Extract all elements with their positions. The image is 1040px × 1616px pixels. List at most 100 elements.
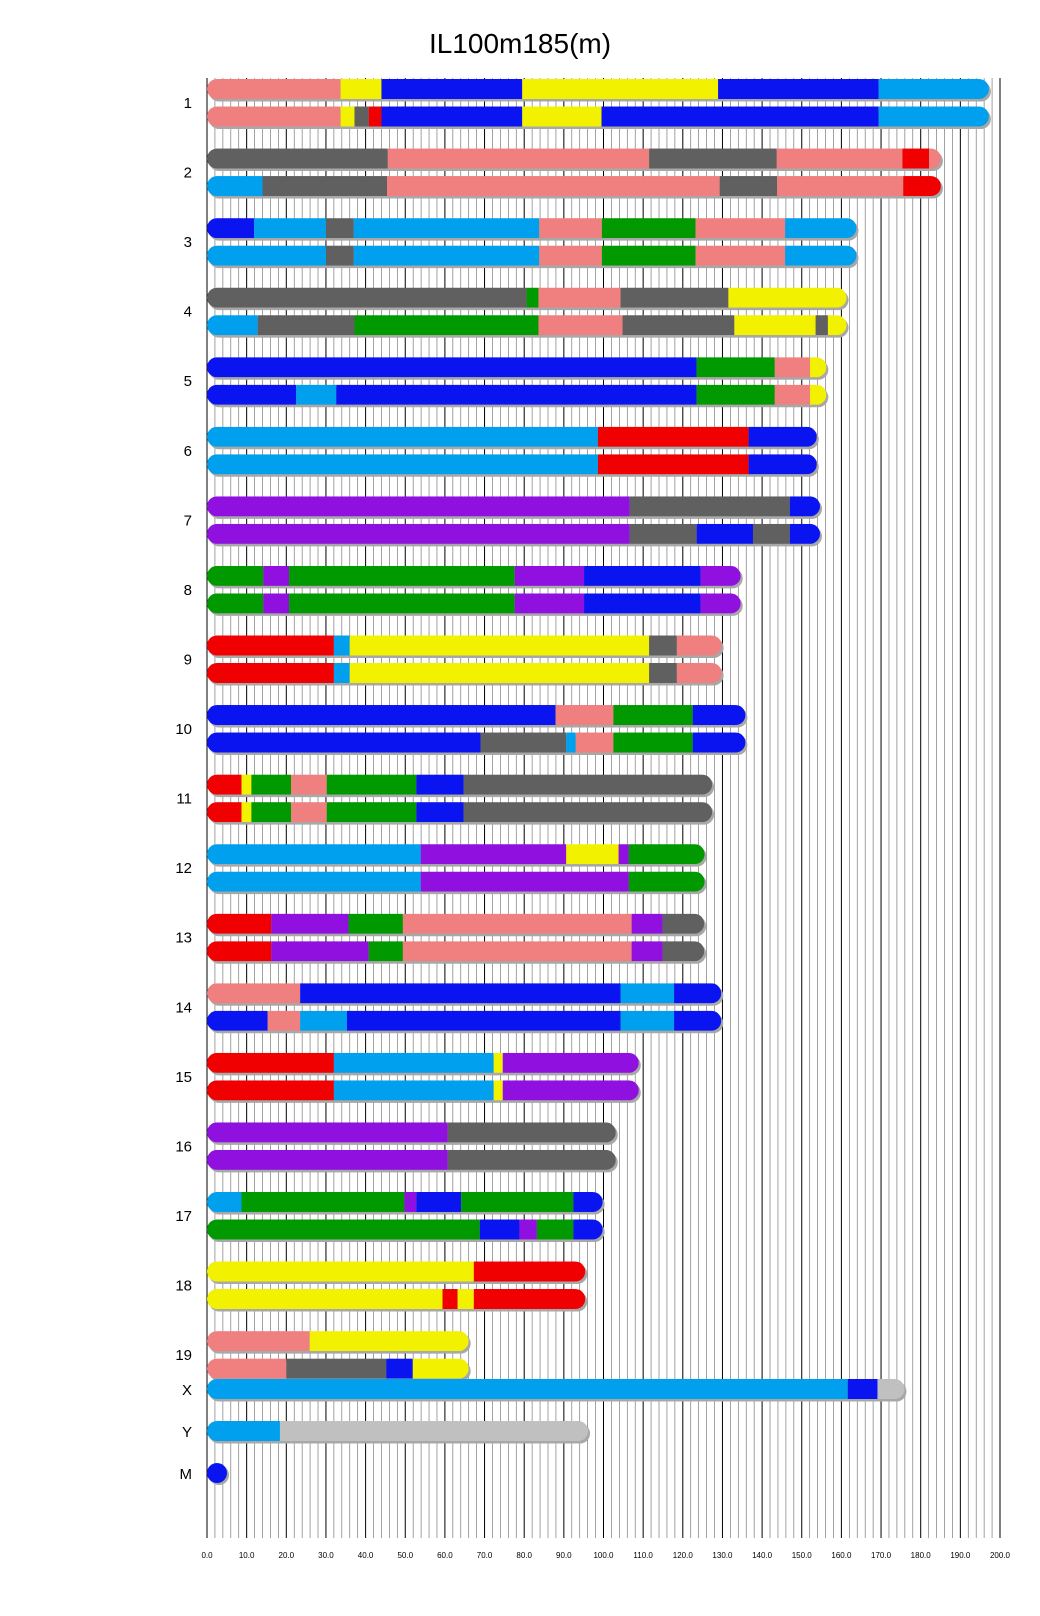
bar-segments	[207, 426, 817, 447]
chromosome-bar	[207, 496, 822, 519]
bar-segment	[291, 802, 327, 823]
chromosome-bar	[207, 1421, 591, 1444]
bar-segments	[207, 1379, 905, 1399]
bar-segment	[207, 871, 421, 892]
bar-segment	[207, 1149, 448, 1170]
bar-segment	[262, 176, 388, 197]
bar-segment	[692, 732, 746, 753]
bar-segment	[601, 106, 879, 127]
bar-segments	[207, 983, 722, 1004]
bar-segment	[207, 426, 598, 447]
bar-segment	[271, 941, 369, 962]
bar-segment	[336, 384, 697, 405]
chromosome-label: 10	[175, 721, 192, 738]
chromosome-19: 19	[175, 1331, 471, 1382]
chromosome-9: 9	[184, 635, 724, 686]
chromosome-5: 5	[184, 357, 829, 408]
bar-segment	[354, 106, 369, 127]
bar-segment	[207, 496, 630, 517]
bar-segment	[404, 1191, 417, 1212]
bar-segment	[502, 1052, 639, 1073]
bar-segment	[207, 148, 388, 169]
bar-segment	[207, 1358, 287, 1379]
chromosome-bar	[207, 1331, 471, 1354]
bar-segment	[289, 593, 515, 614]
bar-segments	[207, 774, 713, 795]
bar-segments	[207, 1149, 616, 1170]
bar-segment	[333, 635, 350, 656]
bar-segments	[207, 1289, 586, 1310]
bar-segment	[597, 426, 749, 447]
bar-segments	[207, 218, 857, 239]
bar-segment	[631, 913, 663, 934]
chromosome-bar	[207, 941, 707, 964]
bar-segment	[207, 357, 697, 378]
bar-segment	[785, 218, 857, 239]
chromosome-bar	[207, 1261, 588, 1285]
chromosome-label: 9	[184, 651, 192, 668]
chromosome-bar	[207, 106, 991, 129]
bar-segment	[463, 774, 713, 795]
bar-segment	[601, 245, 696, 266]
bar-segment	[676, 662, 722, 683]
bar-segment	[480, 732, 567, 753]
bar-segment	[573, 1219, 603, 1240]
bar-segment	[207, 384, 297, 405]
bar-segments	[207, 245, 857, 266]
bar-segments	[207, 384, 827, 405]
bar-segment	[325, 218, 354, 239]
x-tick-label: 140.0	[752, 1551, 773, 1560]
bar-segment	[349, 662, 650, 683]
bar-segment	[326, 774, 417, 795]
chromosome-X: X	[182, 1379, 907, 1402]
bar-segments	[207, 176, 941, 197]
x-tick-label: 90.0	[556, 1551, 572, 1560]
bar-segment	[309, 1331, 469, 1352]
chromosome-bar	[207, 635, 724, 658]
bar-segments	[207, 1261, 586, 1282]
chromosome-label: 11	[176, 791, 192, 808]
bar-segment	[207, 732, 481, 753]
bar-segment	[629, 523, 697, 544]
chromosome-bar	[207, 245, 859, 269]
chart-title: IL100m185(m)	[428, 28, 612, 59]
bar-segment	[386, 1358, 413, 1379]
bar-segment	[416, 802, 464, 823]
bar-segment	[662, 941, 705, 962]
chromosome-bar	[207, 384, 829, 408]
bar-segment	[333, 1080, 494, 1101]
bar-segment	[810, 357, 827, 378]
bar-segment	[251, 774, 292, 795]
bar-segments	[207, 79, 989, 99]
bar-segment	[728, 287, 847, 308]
x-tick-label: 110.0	[633, 1551, 653, 1560]
bar-segment	[695, 245, 786, 266]
bar-segment	[381, 79, 523, 99]
chromosome-label: 12	[175, 860, 192, 877]
bar-segments	[207, 315, 847, 336]
x-tick-label: 100.0	[593, 1551, 614, 1560]
bar-segment	[566, 732, 576, 753]
bar-segment	[649, 662, 677, 683]
bar-segment	[522, 79, 719, 99]
chromosome-bar	[207, 1191, 605, 1215]
chromosome-14: 14	[175, 983, 724, 1034]
bar-segment	[493, 1080, 503, 1101]
bar-segment	[748, 454, 817, 475]
chromosome-1: 1	[184, 79, 991, 129]
bar-segment	[526, 287, 539, 308]
bar-segments	[207, 1331, 469, 1352]
x-tick-label: 180.0	[911, 1551, 932, 1560]
bar-segment	[381, 106, 523, 127]
bar-segment	[326, 802, 417, 823]
chromosome-label: 8	[184, 582, 192, 599]
bar-segment	[387, 176, 720, 197]
x-tick-label: 130.0	[712, 1551, 733, 1560]
bar-segment	[348, 913, 403, 934]
chromosome-13: 13	[175, 913, 707, 964]
chromosome-label: 15	[175, 1069, 192, 1086]
bar-segments	[207, 844, 705, 865]
bar-segments	[207, 705, 746, 726]
bar-segment	[774, 384, 811, 405]
bar-segments	[207, 802, 713, 823]
